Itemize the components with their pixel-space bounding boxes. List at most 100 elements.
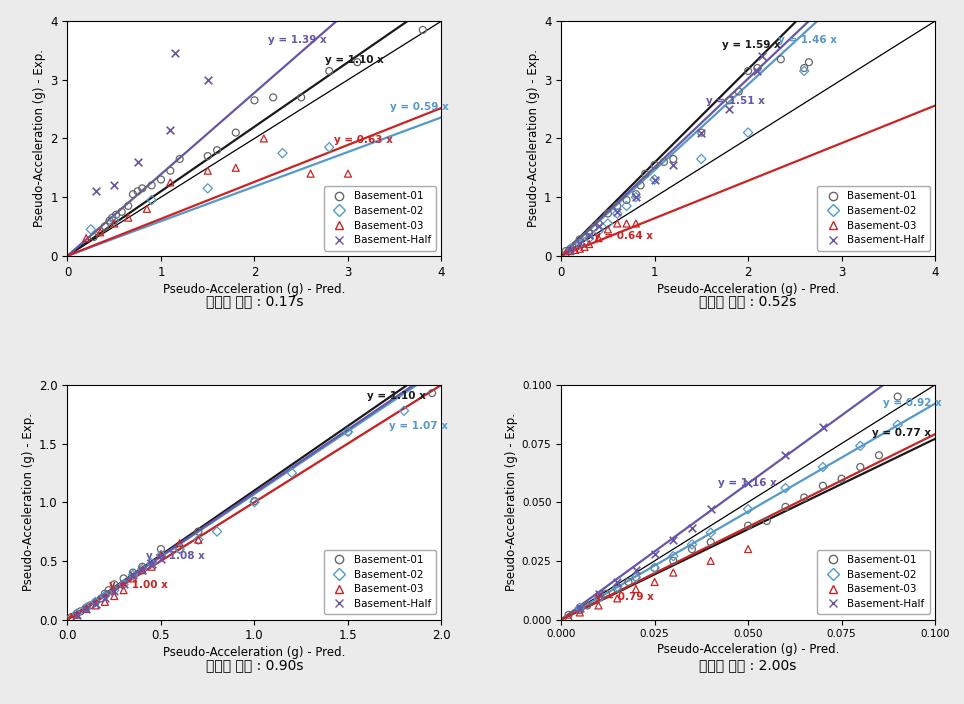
Point — [415, 24, 431, 35]
Point — [200, 165, 215, 177]
Point — [581, 232, 597, 244]
Point — [740, 520, 756, 532]
Point — [153, 174, 169, 185]
Point — [609, 581, 625, 592]
Point — [228, 162, 244, 173]
Point — [694, 127, 710, 138]
Point — [773, 54, 789, 65]
Point — [69, 609, 85, 620]
Point — [871, 450, 887, 461]
Point — [558, 246, 574, 257]
Point — [135, 565, 150, 576]
Point — [647, 159, 662, 170]
Point — [816, 480, 831, 491]
Point — [801, 56, 817, 68]
Point — [97, 591, 113, 602]
Point — [665, 555, 681, 567]
Point — [340, 426, 356, 437]
Point — [599, 588, 614, 599]
Text: 구조물 주기 : 2.00s: 구조물 주기 : 2.00s — [700, 658, 797, 672]
Point — [88, 186, 103, 197]
Text: y = 1.51 x: y = 1.51 x — [706, 96, 764, 106]
Point — [97, 596, 113, 608]
Text: y = 1.46 x: y = 1.46 x — [778, 35, 837, 46]
Point — [591, 218, 606, 230]
Point — [665, 534, 681, 546]
Point — [601, 218, 616, 230]
Point — [163, 124, 178, 135]
Point — [105, 212, 120, 223]
Point — [97, 588, 113, 599]
Point — [572, 607, 587, 618]
X-axis label: Pseudo-Acceleration (g) - Pred.: Pseudo-Acceleration (g) - Pred. — [656, 283, 840, 296]
Point — [144, 561, 159, 572]
Point — [130, 156, 146, 168]
Point — [228, 127, 244, 138]
Point — [200, 183, 215, 194]
Point — [78, 602, 94, 613]
Point — [571, 237, 586, 249]
Point — [120, 212, 136, 223]
Point — [609, 208, 625, 219]
Point — [284, 467, 300, 479]
Point — [568, 244, 583, 256]
Point — [125, 189, 141, 200]
Point — [106, 591, 121, 602]
Point — [340, 168, 356, 180]
Point — [153, 549, 169, 560]
Point — [163, 165, 178, 177]
Point — [852, 461, 868, 472]
Point — [609, 206, 625, 218]
Point — [591, 232, 606, 244]
Point — [601, 208, 616, 219]
Point — [755, 51, 770, 62]
Text: y = 0.59 x: y = 0.59 x — [390, 102, 449, 113]
Point — [586, 222, 602, 233]
Point — [750, 65, 765, 77]
Point — [890, 391, 905, 402]
X-axis label: Pseudo-Acceleration (g) - Pred.: Pseudo-Acceleration (g) - Pred. — [163, 283, 346, 296]
Point — [609, 200, 625, 211]
Text: y = 1.10 x: y = 1.10 x — [325, 56, 384, 65]
Point — [153, 549, 169, 560]
Point — [591, 225, 606, 237]
Point — [647, 174, 662, 185]
Point — [106, 584, 121, 596]
Point — [303, 168, 318, 180]
Point — [125, 573, 141, 584]
Point — [796, 492, 812, 503]
Point — [200, 74, 215, 85]
Point — [572, 239, 587, 250]
Point — [816, 461, 831, 472]
Point — [78, 232, 94, 244]
Point — [561, 609, 576, 620]
Point — [816, 422, 831, 433]
Point — [740, 503, 756, 515]
Point — [694, 153, 710, 165]
Text: y = 0.64 x: y = 0.64 x — [594, 232, 653, 241]
Point — [722, 103, 737, 115]
Point — [144, 194, 159, 206]
X-axis label: Pseudo-Acceleration (g) - Pred.: Pseudo-Acceleration (g) - Pred. — [163, 646, 346, 660]
Point — [97, 593, 113, 604]
Point — [581, 228, 597, 239]
Point — [740, 543, 756, 555]
Point — [135, 565, 150, 576]
Legend: Basement-01, Basement-02, Basement-03, Basement-Half: Basement-01, Basement-02, Basement-03, B… — [324, 186, 437, 251]
Point — [247, 496, 262, 507]
Point — [172, 153, 187, 165]
Point — [619, 200, 634, 211]
Point — [563, 243, 578, 254]
Point — [120, 200, 136, 211]
Point — [722, 95, 737, 106]
Point — [322, 65, 337, 77]
Point — [93, 225, 108, 237]
Point — [153, 543, 169, 555]
Point — [637, 168, 653, 180]
Point — [191, 534, 206, 546]
Point — [731, 86, 746, 97]
Point — [116, 573, 131, 584]
Point — [69, 608, 85, 620]
Point — [116, 584, 131, 596]
Point — [340, 426, 356, 437]
